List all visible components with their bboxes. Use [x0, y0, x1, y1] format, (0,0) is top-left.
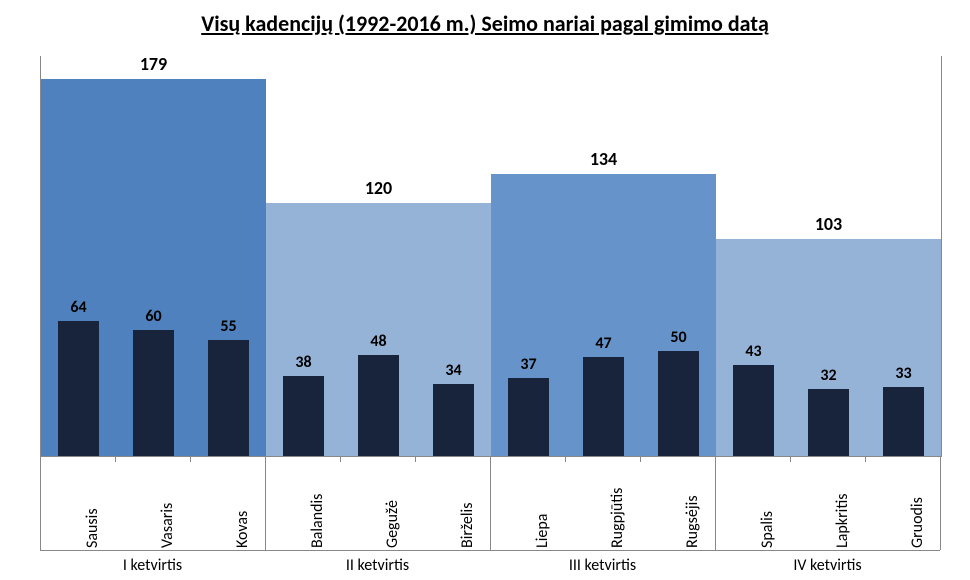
month-bar — [508, 378, 549, 456]
x-tick — [565, 456, 566, 462]
month-value-label: 48 — [341, 332, 416, 351]
month-name-label: Rugsėjis — [683, 495, 702, 548]
month-bar — [733, 365, 774, 456]
x-tick — [640, 456, 641, 462]
month-name-label: Gruodis — [908, 497, 927, 548]
month-bar — [658, 351, 699, 456]
x-tick — [865, 456, 866, 462]
month-value-label: 37 — [491, 355, 566, 374]
quarter-name-label: III ketvirtis — [490, 556, 715, 575]
quarter-separator — [265, 456, 266, 550]
x-axis-subline — [40, 550, 940, 551]
month-value-label: 34 — [416, 361, 491, 380]
month-value-label: 33 — [866, 364, 941, 383]
month-value-label: 50 — [641, 328, 716, 347]
month-bar — [583, 357, 624, 456]
month-value-label: 38 — [266, 353, 341, 372]
month-name-label: Vasaris — [158, 503, 177, 548]
month-name-label: Birželis — [458, 503, 477, 548]
month-name-label: Liepa — [533, 514, 552, 548]
quarter-name-label: II ketvirtis — [265, 556, 490, 575]
month-name-label: Sausis — [83, 508, 102, 548]
chart-title: Visų kadencijų (1992-2016 m.) Seimo nari… — [0, 10, 970, 37]
month-name-label: Spalis — [758, 511, 777, 548]
month-value-label: 64 — [41, 298, 116, 317]
month-value-label: 47 — [566, 334, 641, 353]
quarter-name-label: IV ketvirtis — [715, 556, 940, 575]
month-name-label: Gegužė — [383, 500, 402, 548]
chart-container: Visų kadencijų (1992-2016 m.) Seimo nari… — [0, 0, 970, 580]
month-bar — [883, 387, 924, 456]
x-tick — [340, 456, 341, 462]
quarter-total-label: 134 — [491, 148, 716, 170]
month-name-label: Rugpjūtis — [608, 488, 627, 548]
quarter-total-label: 179 — [41, 53, 266, 75]
month-name-label: Lapkritis — [833, 494, 852, 549]
month-bar — [283, 376, 324, 456]
month-value-label: 32 — [791, 366, 866, 385]
quarter-total-label: 120 — [266, 177, 491, 199]
quarter-total-label: 103 — [716, 213, 941, 235]
month-value-label: 55 — [191, 317, 266, 336]
month-bar — [433, 384, 474, 456]
month-value-label: 60 — [116, 307, 191, 326]
month-value-label: 43 — [716, 342, 791, 361]
month-bar — [208, 340, 249, 456]
x-tick — [790, 456, 791, 462]
x-tick — [415, 456, 416, 462]
plot-area: 179 646055 120 384834 134 374750 103 433233 — [40, 56, 942, 457]
quarter-name-label: I ketvirtis — [40, 556, 265, 575]
month-name-label: Kovas — [233, 511, 252, 548]
x-tick — [115, 456, 116, 462]
quarter-separator — [940, 456, 941, 550]
x-tick — [190, 456, 191, 462]
month-bar — [133, 330, 174, 456]
quarter-separator — [40, 456, 41, 550]
month-bar — [358, 355, 399, 456]
quarter-separator — [490, 456, 491, 550]
quarter-separator — [715, 456, 716, 550]
month-bar — [808, 389, 849, 456]
month-bar — [58, 321, 99, 456]
month-name-label: Balandis — [308, 494, 327, 548]
